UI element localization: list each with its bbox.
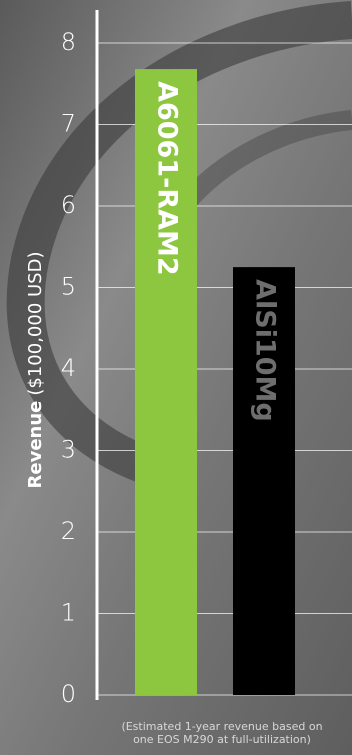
- y-axis-label: Revenue ($100,000 USD): [25, 252, 46, 489]
- y-axis-label-bold: Revenue: [25, 401, 46, 489]
- y-tick-label: 6: [61, 191, 76, 219]
- y-tick-label: 8: [61, 28, 76, 56]
- bar: [233, 267, 295, 695]
- note-line: one EOS M290 at full-utilization): [133, 733, 311, 746]
- bar-label: A6061-RAM2: [152, 81, 183, 276]
- y-tick-label: 7: [61, 110, 76, 138]
- bar-label: AlSi10Mg: [250, 279, 281, 422]
- y-tick-label: 2: [61, 517, 76, 545]
- y-tick-label: 4: [61, 354, 76, 382]
- y-tick-label: 5: [61, 273, 76, 301]
- y-tick-label: 1: [61, 599, 76, 627]
- background-shape: [6, 1, 352, 489]
- y-axis-label-unit: ($100,000 USD): [25, 252, 46, 396]
- y-tick-label: 0: [61, 680, 76, 708]
- bar: [135, 69, 197, 695]
- y-tick-label: 3: [61, 436, 76, 464]
- note-line: (Estimated 1-year revenue based on: [121, 720, 322, 733]
